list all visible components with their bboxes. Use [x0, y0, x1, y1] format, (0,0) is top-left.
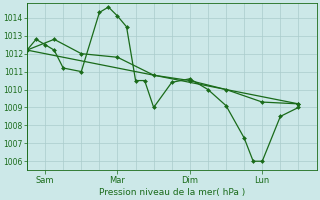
X-axis label: Pression niveau de la mer( hPa ): Pression niveau de la mer( hPa ) — [99, 188, 245, 197]
